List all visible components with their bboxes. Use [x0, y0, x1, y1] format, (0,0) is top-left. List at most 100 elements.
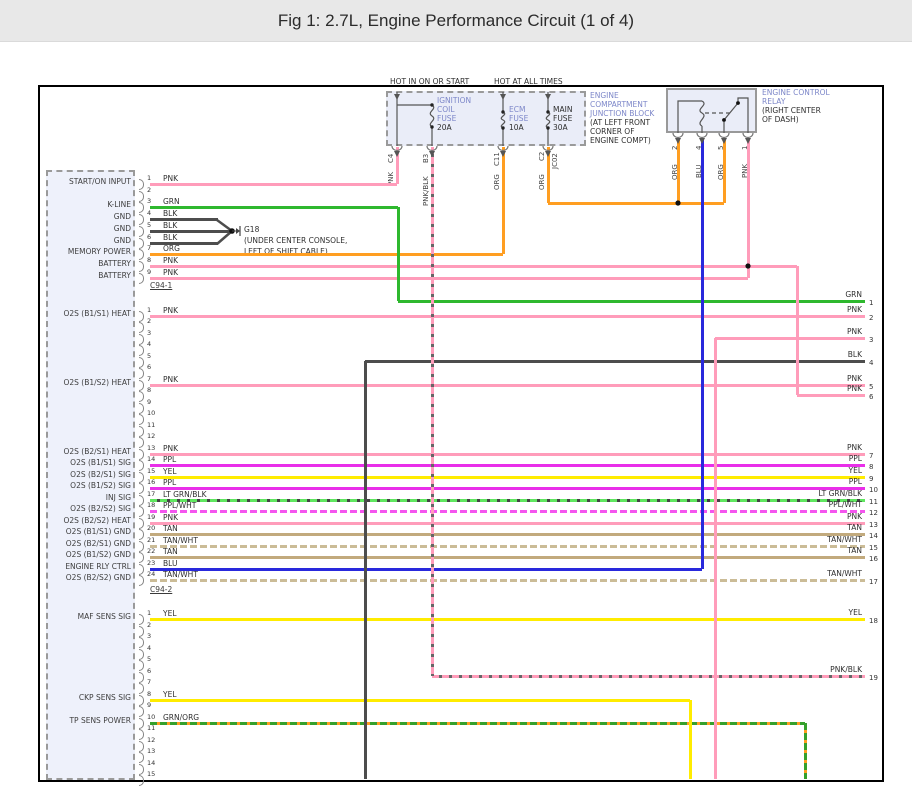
wire-color-label: BLK [163, 221, 178, 230]
pin-number: 10 [147, 409, 156, 417]
wire-segment [150, 230, 230, 233]
pin-number: 16 [147, 478, 156, 486]
wire-segment [150, 522, 865, 525]
wire-color-label: YEL [163, 690, 177, 699]
wire-segment [150, 453, 865, 456]
exit-number: 3 [869, 336, 874, 344]
pin-number: 22 [147, 547, 156, 555]
pin-label: O2S (B1/S2) SIG [70, 481, 131, 490]
pin-label: O2S (B1/S1) GND [65, 527, 131, 536]
connector-label-jc02: JC02 [551, 153, 559, 169]
wire-color-label: TAN/WHT [163, 570, 198, 579]
wire-segment [150, 556, 865, 559]
figure-title: Fig 1: 2.7L, Engine Performance Circuit … [277, 10, 635, 30]
exit-wire-label: YEL [848, 608, 863, 617]
pin-label: MEMORY POWER [67, 247, 131, 256]
exit-wire-label: PNK [846, 443, 862, 452]
wire-segment [364, 361, 367, 779]
main-fuse-label: MAIN [553, 105, 573, 114]
wire-segment [150, 242, 218, 245]
wire-segment [502, 147, 505, 254]
wire-segment [701, 140, 704, 569]
exit-number: 17 [869, 578, 878, 586]
pin-label: CKP SENS SIG [78, 693, 131, 702]
pin-label: O2S (B2/S2) HEAT [63, 516, 131, 525]
wire-segment [689, 700, 692, 779]
pin-number: 21 [147, 536, 156, 544]
pin-label: O2S (B2/S2) SIG [70, 504, 131, 513]
wire-label-c2-org: ORG [538, 174, 546, 190]
pin-number: 24 [147, 570, 156, 578]
pin-label: GND [113, 212, 131, 221]
pin-number: 9 [147, 701, 152, 709]
pin-connector [139, 775, 144, 786]
main-fuse-amp: 30A [553, 123, 568, 132]
pin-number: 6 [147, 667, 152, 675]
exit-number: 18 [869, 617, 878, 625]
pin-label: INJ SIG [105, 493, 131, 502]
pin-number: 12 [147, 432, 156, 440]
pin-number: 4 [147, 644, 152, 652]
wire-color-label: PNK [163, 513, 179, 522]
wire-segment [150, 579, 865, 582]
exit-wire-label: GRN [845, 290, 862, 299]
pin-number: 2 [147, 186, 152, 194]
wire-color-label: PPL [163, 455, 177, 464]
pin-number: 8 [147, 256, 152, 264]
exit-wire-label: TAN/WHT [827, 569, 862, 578]
hot-at-all-times-label: HOT AT ALL TIMES [494, 77, 563, 86]
wire-color-label: YEL [163, 467, 177, 476]
junction-block-name: ENGINE [590, 91, 619, 100]
wire-segment [547, 147, 550, 203]
pin-label: O2S (B1/S2) HEAT [63, 378, 131, 387]
exit-wire-label: PNK/BLK [830, 665, 862, 674]
pin-number: 1 [147, 174, 152, 182]
wire-color-label: GRN [163, 197, 180, 206]
wire-color-label: GRN/ORG [163, 713, 200, 722]
exit-number: 2 [869, 314, 874, 322]
wire-segment [432, 675, 865, 678]
exit-number: 15 [869, 544, 878, 552]
exit-wire-label: TAN [847, 546, 862, 555]
wire-color-label: LT GRN/BLK [163, 490, 207, 499]
wire-segment [150, 499, 865, 502]
wire-segment [150, 476, 865, 479]
wire-color-label: YEL [163, 609, 177, 618]
title-bar: Fig 1: 2.7L, Engine Performance Circuit … [0, 0, 912, 42]
exit-number: 13 [869, 521, 878, 529]
connector-label-c2: C2 [538, 151, 546, 161]
pin-label: O2S (B2/S1) HEAT [63, 447, 131, 456]
wire-segment [723, 140, 726, 203]
pin-number: 3 [147, 197, 152, 205]
exit-number: 16 [869, 555, 878, 563]
wire-segment [396, 147, 399, 184]
exit-number: 19 [869, 674, 878, 682]
pin-number: 4 [147, 340, 152, 348]
wire-color-label: BLU [163, 559, 178, 568]
pin-label: O2S (B1/S2) GND [65, 550, 131, 559]
wire-color-label: BLK [163, 233, 178, 242]
wire-segment [796, 266, 799, 395]
wire-color-label: PNK [163, 268, 179, 277]
pin-number: 8 [147, 690, 152, 698]
wire-color-label: TAN [163, 524, 178, 533]
wire-color-label: PNK [163, 256, 179, 265]
wire-segment [150, 510, 865, 513]
wire-segment [150, 618, 865, 621]
pin-number: 2 [147, 621, 152, 629]
exit-number: 7 [869, 452, 874, 460]
pin-number: 15 [147, 467, 156, 475]
pin-number: 13 [147, 747, 156, 755]
pin-label: O2S (B2/S1) GND [65, 539, 131, 548]
pin-number: 14 [147, 759, 156, 767]
pin-number: 9 [147, 398, 152, 406]
wire-segment [150, 464, 865, 467]
pin-number: 1 [147, 609, 152, 617]
pin-number: 6 [147, 363, 152, 371]
ignition-coil-fuse-amp: 20A [437, 123, 452, 132]
ground-location: (UNDER CENTER CONSOLE, [244, 236, 348, 245]
pin-number: 18 [147, 501, 156, 509]
exit-wire-label: PNK [846, 374, 862, 383]
exit-number: 5 [869, 383, 874, 391]
ecm-fuse-label: ECM [509, 105, 526, 114]
